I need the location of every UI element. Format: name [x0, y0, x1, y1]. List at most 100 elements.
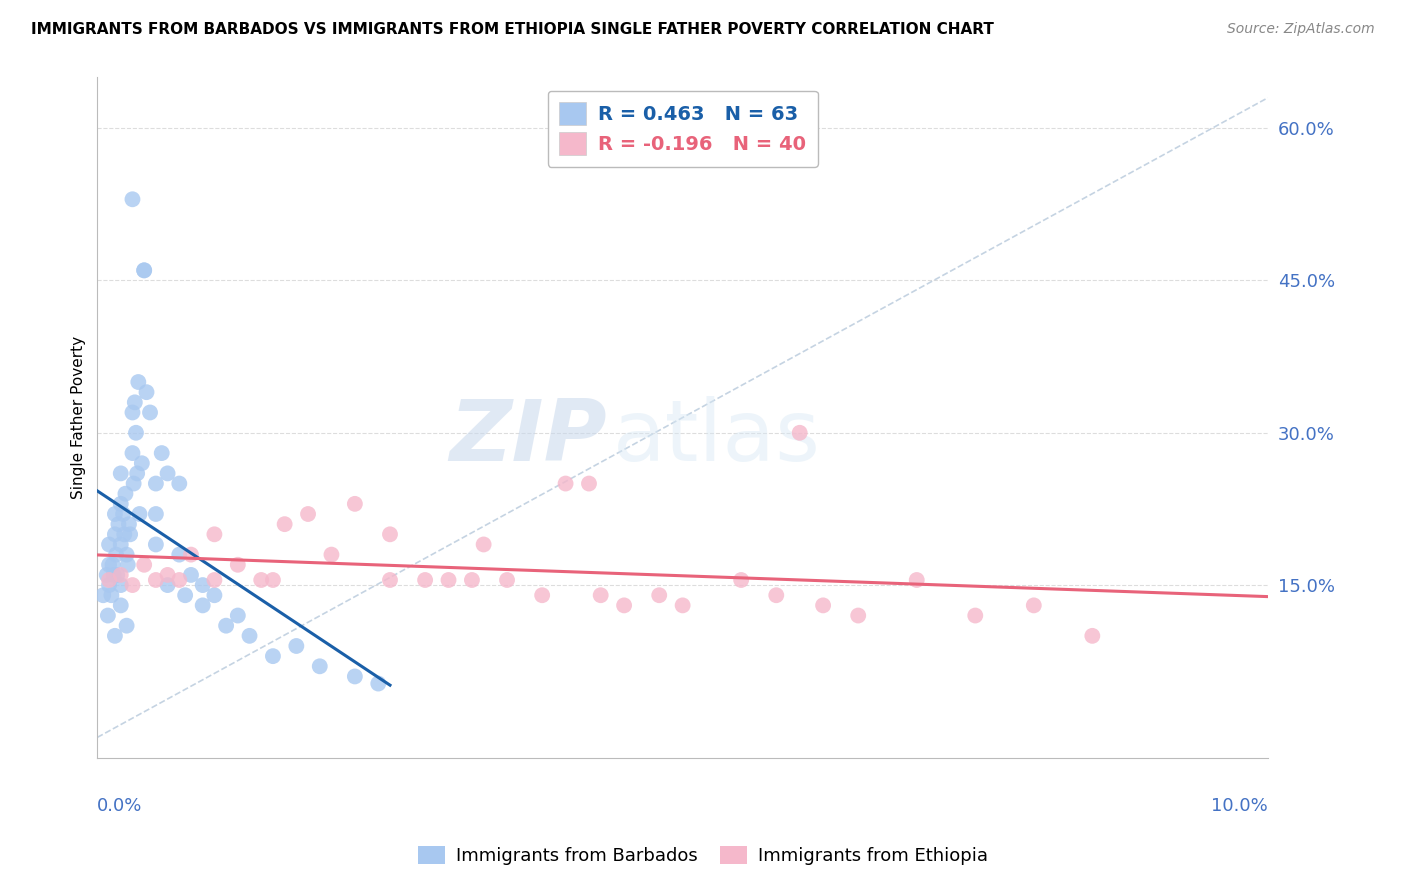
Point	[124, 395, 146, 409]
Point	[250, 573, 273, 587]
Point	[135, 385, 157, 400]
Point	[97, 608, 120, 623]
Point	[100, 588, 122, 602]
Point	[128, 507, 150, 521]
Point	[156, 578, 179, 592]
Point	[343, 669, 366, 683]
Point	[578, 476, 600, 491]
Point	[308, 659, 330, 673]
Point	[105, 568, 128, 582]
Text: ZIP: ZIP	[449, 396, 606, 480]
Point	[98, 578, 121, 592]
Point	[1081, 629, 1104, 643]
Point	[145, 507, 167, 521]
Point	[262, 573, 284, 587]
Y-axis label: Single Father Poverty: Single Father Poverty	[72, 336, 86, 500]
Point	[134, 558, 156, 572]
Point	[117, 558, 139, 572]
Point	[238, 629, 260, 643]
Point	[115, 548, 138, 562]
Point	[118, 517, 141, 532]
Point	[121, 446, 143, 460]
Point	[104, 527, 127, 541]
Text: 0.0%: 0.0%	[97, 797, 143, 814]
Point	[1022, 599, 1045, 613]
Point	[202, 527, 225, 541]
Point	[367, 676, 389, 690]
Point	[110, 467, 132, 481]
Point	[145, 573, 167, 587]
Point	[648, 588, 671, 602]
Point	[131, 456, 153, 470]
Legend: Immigrants from Barbados, Immigrants from Ethiopia: Immigrants from Barbados, Immigrants fro…	[411, 838, 995, 872]
Point	[145, 476, 167, 491]
Point	[110, 568, 132, 582]
Point	[110, 537, 132, 551]
Legend: R = 0.463   N = 63, R = -0.196   N = 40: R = 0.463 N = 63, R = -0.196 N = 40	[547, 91, 818, 167]
Point	[145, 537, 167, 551]
Point	[112, 507, 135, 521]
Point	[103, 568, 125, 582]
Point	[122, 476, 145, 491]
Point	[273, 517, 295, 532]
Point	[150, 446, 173, 460]
Point	[554, 476, 576, 491]
Point	[101, 558, 124, 572]
Point	[811, 599, 834, 613]
Point	[110, 578, 132, 592]
Point	[114, 486, 136, 500]
Point	[202, 573, 225, 587]
Point	[134, 263, 156, 277]
Point	[531, 588, 554, 602]
Point	[110, 497, 132, 511]
Point	[297, 507, 319, 521]
Point	[905, 573, 928, 587]
Point	[613, 599, 636, 613]
Point	[180, 568, 202, 582]
Point	[98, 558, 121, 572]
Point	[789, 425, 811, 440]
Point	[226, 608, 249, 623]
Point	[589, 588, 612, 602]
Point	[104, 507, 127, 521]
Point	[98, 573, 121, 587]
Point	[846, 608, 869, 623]
Point	[121, 578, 143, 592]
Point	[378, 573, 401, 587]
Point	[127, 467, 149, 481]
Text: Source: ZipAtlas.com: Source: ZipAtlas.com	[1227, 22, 1375, 37]
Point	[169, 476, 191, 491]
Point	[672, 599, 695, 613]
Point	[110, 599, 132, 613]
Text: IMMIGRANTS FROM BARBADOS VS IMMIGRANTS FROM ETHIOPIA SINGLE FATHER POVERTY CORRE: IMMIGRANTS FROM BARBADOS VS IMMIGRANTS F…	[31, 22, 994, 37]
Point	[156, 467, 179, 481]
Point	[496, 573, 519, 587]
Point	[174, 588, 197, 602]
Point	[121, 405, 143, 419]
Point	[98, 537, 121, 551]
Point	[112, 527, 135, 541]
Point	[105, 548, 128, 562]
Point	[120, 527, 142, 541]
Text: 10.0%: 10.0%	[1211, 797, 1268, 814]
Point	[121, 192, 143, 206]
Point	[107, 517, 129, 532]
Point	[343, 497, 366, 511]
Point	[156, 568, 179, 582]
Point	[202, 588, 225, 602]
Point	[285, 639, 308, 653]
Point	[413, 573, 436, 587]
Point	[378, 527, 401, 541]
Point	[169, 548, 191, 562]
Point	[115, 618, 138, 632]
Point	[134, 263, 156, 277]
Text: atlas: atlas	[613, 396, 820, 480]
Point	[965, 608, 987, 623]
Point	[96, 568, 118, 582]
Point	[472, 537, 495, 551]
Point	[226, 558, 249, 572]
Point	[127, 375, 149, 389]
Point	[125, 425, 148, 440]
Point	[91, 588, 114, 602]
Point	[139, 405, 162, 419]
